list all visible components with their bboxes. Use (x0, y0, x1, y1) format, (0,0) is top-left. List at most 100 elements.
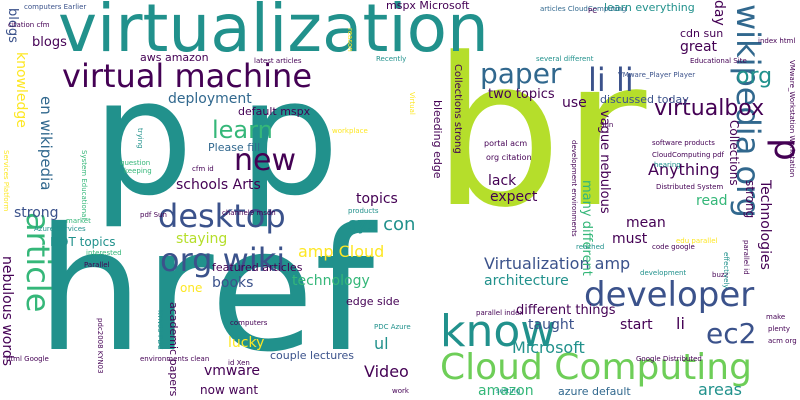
word: ul (374, 334, 389, 353)
word: Parallel (84, 261, 110, 269)
word: Collections strong (452, 64, 463, 154)
word: ec2 (706, 317, 757, 350)
word: trying (136, 128, 144, 149)
word: portal acm (484, 139, 528, 148)
word: virtual machine (62, 57, 312, 95)
word: development (640, 269, 687, 277)
word: deployment (168, 91, 252, 107)
word: KYN03 PDC (156, 310, 164, 350)
word: schools Arts (176, 177, 261, 193)
word: id Xen (228, 359, 250, 367)
word: many different (579, 180, 594, 276)
word: Educational Site (690, 57, 747, 65)
word: azure default (558, 385, 631, 398)
word: discussed today (600, 93, 689, 106)
word: Technologies (757, 180, 773, 270)
word: know (440, 306, 557, 357)
word: computers (230, 319, 268, 327)
word: Please fill (208, 141, 261, 154)
word: Sun (600, 121, 614, 129)
word: mspx Microsoft (386, 0, 470, 12)
word: interested (86, 249, 122, 257)
word: developer (584, 275, 755, 315)
word: p (92, 44, 194, 231)
word: taught (528, 317, 575, 333)
word: Distributed System (656, 183, 724, 191)
word: learn everything (604, 1, 695, 14)
word: lack (488, 173, 517, 189)
word: org (736, 64, 773, 89)
word: amazon (478, 383, 534, 399)
word: products (348, 207, 379, 215)
word: Cloud Computing (440, 347, 752, 388)
word: books (212, 275, 254, 291)
word: latest articles (254, 57, 302, 65)
word: parallel index (476, 309, 524, 317)
word: org citation (486, 153, 532, 162)
word: p (766, 138, 800, 161)
word: en wikipedia (37, 96, 55, 191)
word: pdf Sun (140, 211, 167, 219)
word: href (36, 192, 375, 390)
word: citation cfm (8, 21, 50, 29)
word: edge side (346, 295, 400, 308)
word: different things (516, 303, 616, 318)
word: Virtual (408, 92, 416, 115)
word: staying (176, 231, 228, 247)
word: start (620, 317, 653, 333)
word: topics (356, 191, 398, 207)
word: PC (588, 7, 598, 15)
word: reached (576, 243, 605, 251)
word: setting (496, 387, 521, 395)
word: index html (758, 37, 796, 45)
word: CloudComputing pdf (652, 151, 725, 159)
word: strong (743, 180, 757, 219)
word: lucky (228, 335, 265, 351)
word: li li (588, 61, 634, 99)
word: areas (698, 380, 743, 399)
word: learn (212, 116, 273, 144)
word: code google (652, 243, 695, 251)
word: Virtualization amp (484, 254, 631, 273)
word: workplace (332, 127, 368, 135)
word: System Educational (80, 150, 88, 220)
word: one (180, 281, 203, 295)
word: li (676, 314, 685, 333)
word: articles CloudComputing (540, 5, 627, 13)
word: make (766, 313, 786, 321)
word: org wiki (160, 241, 286, 279)
word: HOT topics (50, 235, 116, 249)
word: plenty (768, 325, 791, 333)
word: academic papers (167, 302, 180, 397)
word: buzz (712, 271, 729, 279)
word: technology (292, 273, 370, 289)
word: virtualbox (654, 96, 765, 121)
word: default mspx (238, 105, 311, 118)
word: day (711, 0, 727, 26)
word: knowledge (13, 52, 29, 128)
word: several different (536, 55, 594, 63)
word: nebulous words (0, 256, 15, 367)
word: html Google (6, 355, 49, 363)
word: VMware_Workstation Workstation (788, 60, 796, 178)
word: use (562, 95, 587, 111)
word: Collections (727, 120, 741, 186)
word: wikipedia org (729, 4, 767, 218)
word: two topics (488, 87, 555, 102)
word: development environments (570, 140, 578, 237)
word: pdc2008 KYN03 (96, 318, 104, 374)
word: now want (200, 383, 259, 397)
word: reason (346, 28, 354, 52)
word: effectively (722, 252, 730, 289)
word: Anything (648, 160, 720, 179)
word: couple lectures (270, 349, 354, 362)
word: mean (626, 215, 666, 231)
word: cfm id (192, 165, 214, 173)
word: environments clean (140, 355, 210, 363)
word: hearing (654, 161, 681, 169)
word: strong (14, 205, 59, 221)
word: p (238, 44, 340, 231)
word: great (680, 39, 718, 55)
word: parallel id (742, 240, 750, 275)
